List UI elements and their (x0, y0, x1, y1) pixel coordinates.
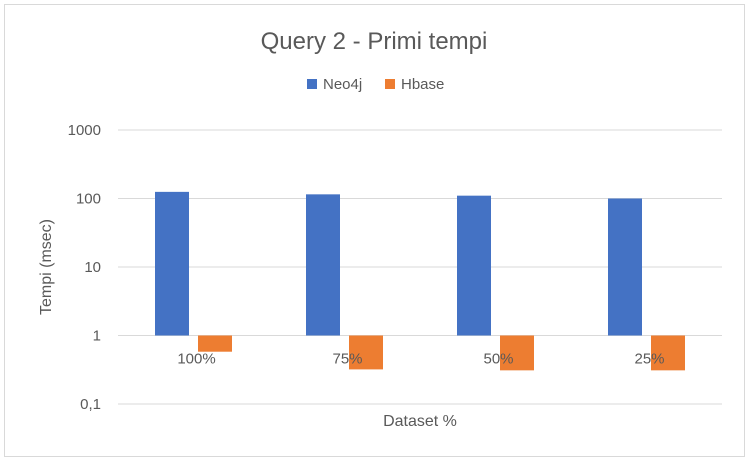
x-tick-label: 100% (177, 351, 215, 368)
legend-swatch-hbase (385, 79, 395, 89)
chart-title: Query 2 - Primi tempi (261, 28, 488, 55)
y-tick-label: 0,1 (80, 396, 101, 413)
x-tick-labels: 100% 75% 50% 25% (177, 351, 664, 368)
legend-label-hbase: Hbase (401, 76, 444, 93)
y-tick-label: 1 (93, 328, 101, 345)
bar-hbase-50pct (500, 335, 534, 371)
x-tick-label: 75% (332, 351, 362, 368)
legend-label-neo4j: Neo4j (323, 76, 362, 93)
legend: Neo4j Hbase (307, 76, 444, 93)
bar-neo4j-25pct (608, 198, 642, 336)
bar-neo4j-50pct (457, 195, 491, 336)
x-tick-label: 50% (483, 351, 513, 368)
bar-neo4j-75pct (306, 194, 340, 336)
bar-neo4j-100pct (155, 191, 189, 336)
y-tick-label: 1000 (68, 122, 101, 139)
y-tick-label: 10 (84, 259, 101, 276)
legend-swatch-neo4j (307, 79, 317, 89)
bar-hbase-25pct (651, 335, 685, 371)
bar-hbase-100pct (198, 335, 232, 352)
y-tick-label: 100 (76, 191, 101, 208)
bar-hbase-75pct (349, 335, 383, 370)
y-axis-title: Tempi (msec) (38, 219, 55, 315)
bars (155, 191, 685, 371)
y-tick-labels: 0,1 1 10 100 1000 (68, 122, 101, 413)
x-axis-title: Dataset % (383, 413, 457, 430)
x-tick-label: 25% (634, 351, 664, 368)
